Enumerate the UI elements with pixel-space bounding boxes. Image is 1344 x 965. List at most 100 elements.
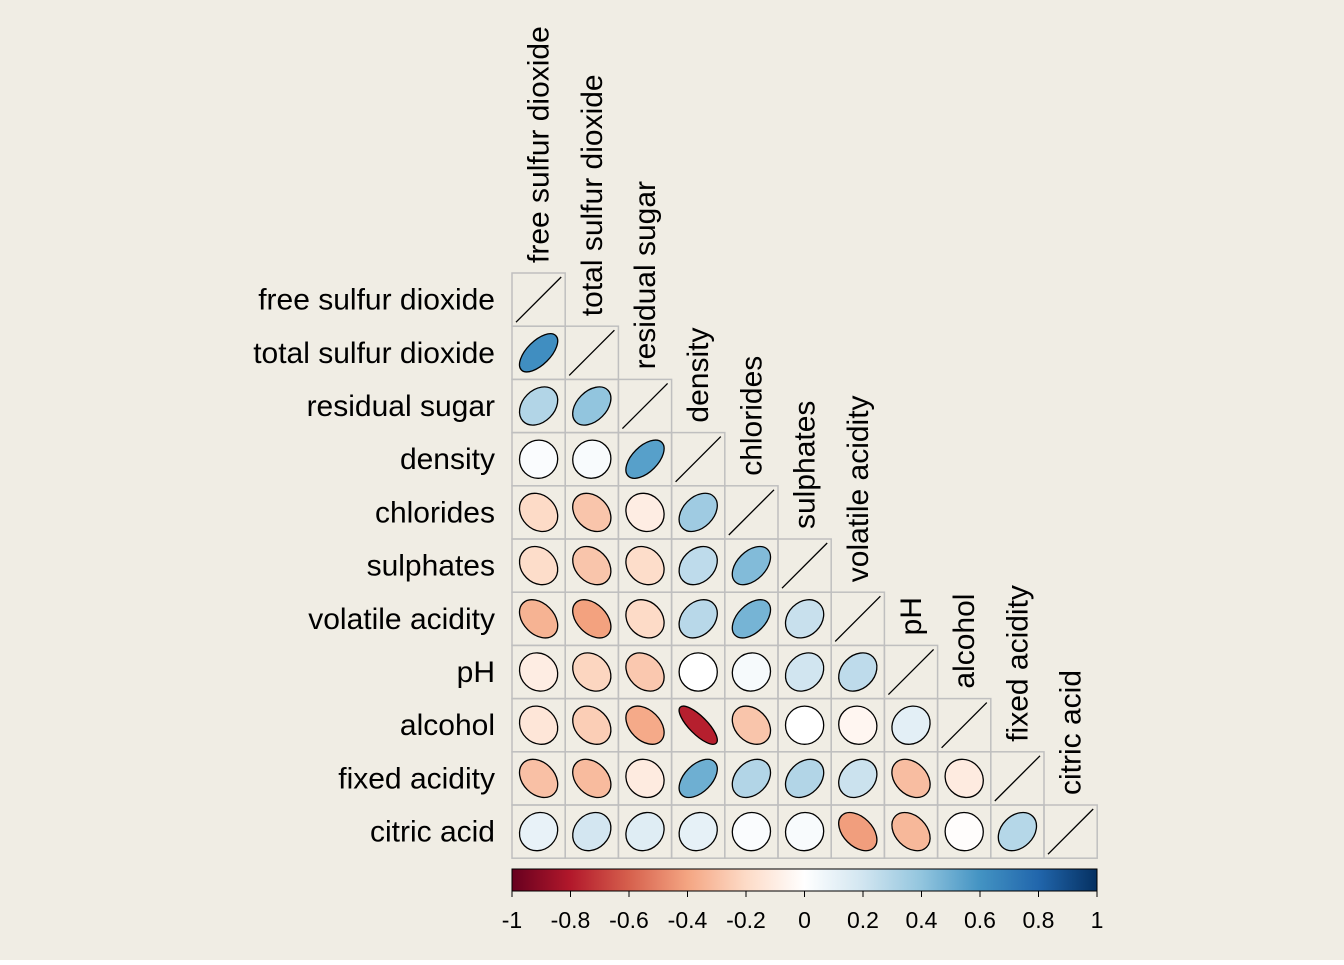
correlation-ellipse	[784, 599, 825, 639]
correlation-ellipse	[838, 811, 878, 852]
row-label: fixed acidity	[338, 762, 495, 795]
correlation-ellipse	[518, 386, 559, 426]
colorbar-tick-label: -1	[502, 907, 522, 933]
correlation-ellipse	[944, 811, 984, 852]
row-label: alcohol	[400, 709, 495, 742]
correlation-ellipse	[572, 386, 612, 426]
column-label: chlorides	[735, 356, 768, 476]
correlation-ellipse	[625, 705, 665, 745]
row-label: citric acid	[370, 816, 495, 849]
colorbar-tick-label: -0.6	[609, 907, 649, 933]
diagonal-line	[941, 702, 988, 749]
correlation-ellipse	[518, 333, 559, 373]
correlation-ellipse	[678, 652, 718, 692]
colorbar-tick-label: 0.8	[1023, 907, 1055, 933]
correlation-ellipse	[572, 439, 612, 479]
correlation-ellipse	[572, 599, 612, 639]
colorbar-tick-label: -0.8	[551, 907, 591, 933]
correlation-ellipse	[678, 492, 718, 533]
column-label: citric acid	[1055, 670, 1088, 795]
correlation-ellipse	[838, 705, 878, 745]
correlation-ellipse	[678, 811, 718, 852]
correlation-ellipse	[731, 545, 772, 586]
row-label: pH	[457, 656, 495, 689]
row-label: chlorides	[375, 496, 495, 529]
correlation-ellipse	[731, 758, 772, 799]
correlation-ellipse	[731, 652, 772, 692]
correlation-ellipse	[572, 811, 612, 852]
row-label: density	[400, 443, 495, 476]
correlation-ellipse	[891, 705, 931, 745]
correlation-ellipse	[625, 545, 665, 586]
row-labels: free sulfur dioxide total sulfur dioxide r…	[253, 284, 495, 849]
correlation-ellipse	[518, 758, 559, 799]
diagonal-line	[887, 648, 935, 696]
row-label: volatile acidity	[308, 603, 495, 636]
diagonal-line	[568, 329, 615, 376]
colorbar-tick-label: 0.2	[847, 907, 879, 933]
matrix-cell	[1043, 804, 1098, 859]
correlation-ellipse	[678, 758, 718, 799]
row-label: free sulfur dioxide	[258, 284, 495, 317]
column-label: residual sugar	[629, 181, 662, 369]
column-label: fixed acidity	[1001, 585, 1034, 742]
correlation-ellipse	[891, 758, 931, 799]
colorbar-tick-label: -0.4	[668, 907, 708, 933]
correlation-ellipse	[944, 758, 984, 799]
row-label: residual sugar	[307, 390, 495, 423]
diagonal-line	[621, 382, 669, 430]
matrix-cells	[511, 272, 1098, 859]
correlation-ellipse	[572, 705, 612, 745]
correlation-ellipse	[731, 599, 772, 639]
correlation-ellipse	[518, 492, 559, 533]
correlation-ellipse	[838, 758, 878, 799]
diagonal-line	[515, 276, 562, 323]
column-label: alcohol	[948, 594, 981, 689]
diagonal-line	[675, 436, 722, 483]
colorbar-tick-label: -0.2	[726, 907, 766, 933]
column-label: pH	[895, 597, 928, 635]
row-label: total sulfur dioxide	[253, 337, 495, 370]
correlation-ellipse	[625, 439, 665, 479]
correlation-ellipse	[784, 758, 825, 799]
correlation-ellipse	[678, 705, 718, 745]
diagonal-line	[1047, 808, 1094, 855]
correlation-ellipse	[997, 811, 1038, 852]
correlation-ellipse	[678, 599, 718, 639]
correlation-ellipse	[838, 652, 878, 692]
correlation-ellipse	[784, 811, 825, 852]
correlation-ellipse	[572, 758, 612, 799]
column-label: sulphates	[789, 401, 822, 529]
correlation-ellipse	[625, 492, 665, 533]
colorbar-tick-label: 1	[1091, 907, 1104, 933]
column-label: total sulfur dioxide	[576, 74, 609, 316]
correlation-ellipse	[518, 599, 559, 639]
diagonal-line	[994, 755, 1041, 802]
correlation-ellipse	[784, 705, 825, 745]
diagonal-line	[834, 595, 881, 642]
correlation-ellipse	[572, 492, 612, 533]
correlation-ellipse	[678, 545, 718, 586]
colorbar-tick-label: 0	[798, 907, 811, 933]
colorbar: -1 -0.8 -0.6 -0.4 -0.2 0 0.2 0.4 0.6 0.8 1	[502, 868, 1104, 933]
column-label: density	[682, 328, 715, 423]
colorbar-tick-label: 0.4	[906, 907, 938, 933]
diagonal-line	[728, 489, 775, 536]
column-label: free sulfur dioxide	[523, 26, 556, 263]
correlation-ellipse	[625, 758, 665, 799]
column-labels: free sulfur dioxide total sulfur dioxide r…	[523, 26, 1088, 795]
correlation-ellipse	[625, 811, 665, 852]
correlation-ellipse	[731, 811, 772, 852]
correlation-ellipse	[572, 652, 612, 692]
column-label: volatile acidity	[842, 395, 875, 582]
correlation-ellipse	[891, 811, 931, 852]
correlation-ellipse	[625, 599, 665, 639]
colorbar-gradient	[511, 868, 1098, 892]
correlation-ellipse	[784, 652, 825, 692]
correlation-ellipse	[625, 652, 665, 692]
correlation-ellipse	[518, 811, 559, 852]
correlation-ellipse	[518, 545, 559, 586]
diagonal-line	[781, 542, 828, 589]
correlation-ellipse	[518, 705, 559, 745]
